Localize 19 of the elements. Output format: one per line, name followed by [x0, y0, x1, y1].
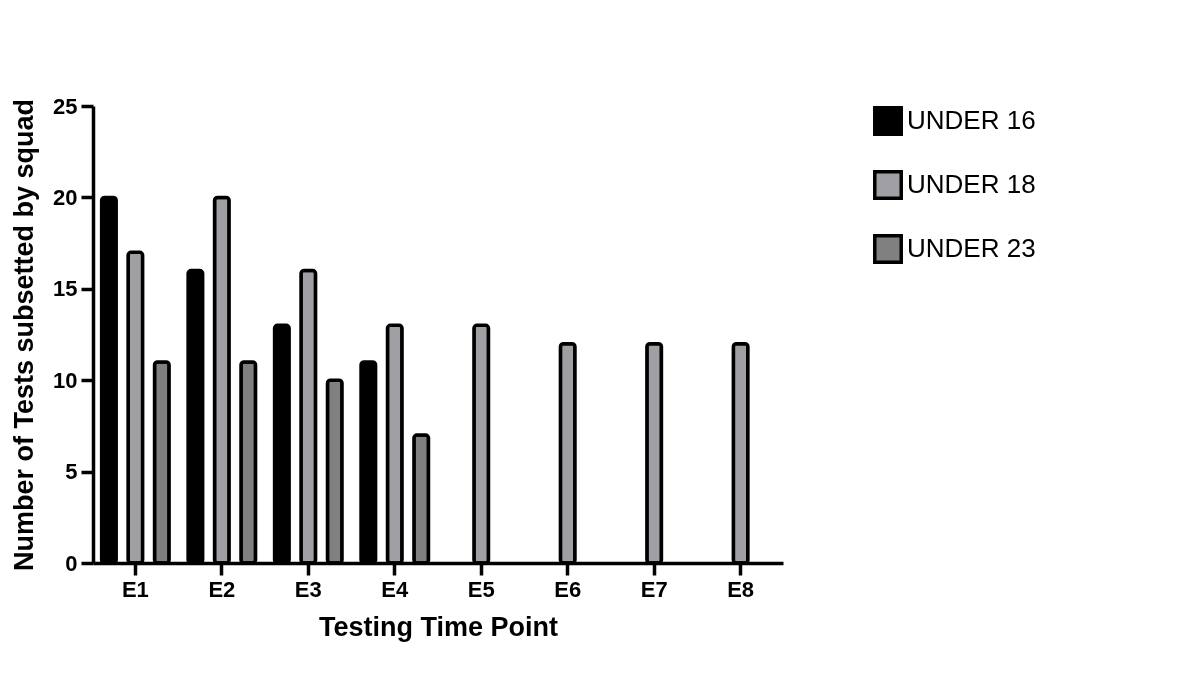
x-tick-label: E2 [208, 576, 236, 602]
y-tick-label: 15 [53, 276, 78, 302]
x-tick-label: E6 [554, 576, 582, 602]
x-tick-label: E7 [640, 576, 668, 602]
y-axis-title: Number of Tests subsetted by squad [9, 98, 40, 572]
legend-label: UNDER 23 [907, 233, 1036, 263]
y-tick-label: 25 [53, 93, 78, 119]
x-tick-label: E4 [381, 576, 409, 602]
legend-label: UNDER 16 [907, 105, 1036, 135]
y-tick-label: 0 [65, 550, 78, 576]
y-tick-label: 5 [65, 459, 78, 485]
legend-label: UNDER 18 [907, 169, 1036, 199]
x-tick-label: E8 [727, 576, 755, 602]
x-tick-label: E3 [294, 576, 322, 602]
x-tick-label: E5 [467, 576, 495, 602]
x-tick-label: E1 [121, 576, 149, 602]
x-axis-title: Testing Time Point [318, 611, 559, 642]
y-tick-label: 10 [53, 367, 78, 393]
y-tick-label: 20 [53, 184, 78, 210]
